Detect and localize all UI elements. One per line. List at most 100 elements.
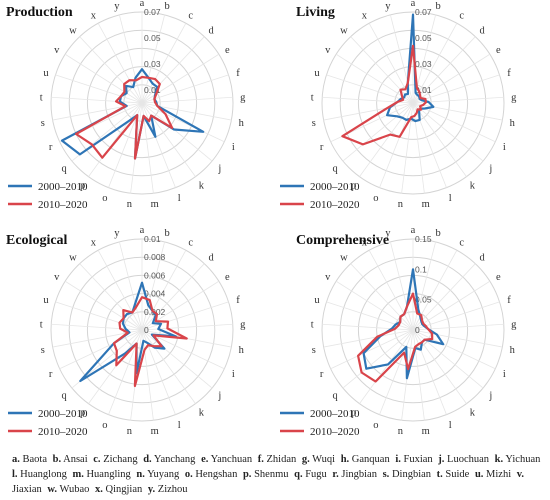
data-point (419, 119, 421, 121)
series-line-2 (74, 75, 174, 160)
data-point (425, 325, 427, 327)
data-point (171, 127, 173, 129)
category-label: c (188, 10, 193, 21)
caption-county: Jiaxian (12, 484, 45, 495)
grid-spoke (412, 329, 496, 370)
category-label: g (240, 320, 246, 331)
data-point (128, 120, 130, 122)
data-point (399, 136, 401, 138)
category-label: p (351, 181, 356, 192)
category-label: u (314, 68, 320, 79)
data-point (154, 136, 156, 138)
caption-county: Jingbian (338, 469, 380, 480)
data-point (412, 45, 414, 47)
data-point (395, 323, 397, 325)
category-label: w (340, 25, 348, 36)
caption-entry: t. Suide (437, 469, 472, 480)
data-point (396, 101, 398, 103)
grid-spoke (141, 23, 187, 104)
grid-spoke (342, 329, 414, 389)
category-label: t (40, 93, 43, 104)
category-label: u (314, 295, 320, 306)
grid-spoke (368, 250, 414, 331)
category-label: x (91, 10, 97, 21)
category-label: f (236, 68, 240, 79)
category-label: f (507, 68, 511, 79)
grid-spoke (97, 250, 143, 331)
data-point (163, 348, 165, 350)
category-label: m (151, 426, 159, 437)
grid-spoke (412, 23, 458, 104)
data-point (155, 320, 157, 322)
category-label: y (385, 228, 391, 239)
data-point (400, 89, 402, 91)
caption-entry: f. Zhidan (258, 454, 299, 465)
data-point (131, 311, 133, 313)
grid-spoke (141, 14, 166, 104)
caption-county: Luochuan (444, 454, 492, 465)
data-point (147, 77, 149, 79)
data-point (341, 135, 343, 137)
category-label: e (225, 45, 230, 56)
data-point (101, 157, 103, 159)
category-label: g (240, 93, 246, 104)
data-point (147, 344, 149, 346)
tick-label: 0.01 (144, 85, 161, 95)
panel-title: Living (296, 5, 335, 20)
grid-spoke (118, 14, 143, 104)
data-point (416, 313, 418, 315)
category-label: m (151, 199, 159, 210)
caption-entry: o. Hengshan (185, 469, 240, 480)
caption-county: Zhidan (263, 454, 299, 465)
grid-spoke (322, 323, 414, 331)
legend-label: 2000–2010 (38, 408, 88, 420)
data-point (436, 334, 438, 336)
caption-entry: e. Yanchuan (201, 454, 255, 465)
category-label: p (351, 408, 356, 419)
tick-label: 0.07 (144, 7, 161, 17)
caption-county: Shenmu (251, 469, 292, 480)
caption-county: Zichang (100, 454, 141, 465)
caption-key: x. (94, 484, 103, 495)
data-point (418, 91, 420, 93)
grid-spoke (412, 102, 496, 143)
data-point (125, 328, 127, 330)
grid-spoke (55, 74, 143, 104)
grid-spoke (412, 241, 437, 331)
category-label: n (127, 426, 133, 437)
data-point (150, 115, 152, 117)
category-label: f (236, 295, 240, 306)
caption-key: j. (438, 454, 445, 465)
category-label: h (239, 345, 245, 356)
data-point (432, 106, 434, 108)
tick-label: 0.01 (144, 234, 161, 244)
category-label: x (91, 237, 97, 248)
data-point (122, 309, 124, 311)
panel-title: Comprehensive (296, 233, 389, 248)
data-point (156, 105, 158, 107)
caption-county: Huanglong (17, 469, 70, 480)
category-label: s (312, 118, 316, 129)
grid-spoke (141, 36, 205, 104)
category-label: e (496, 272, 501, 283)
category-label: p (80, 181, 85, 192)
tick-label: 0.05 (415, 33, 432, 43)
data-point (136, 343, 138, 345)
category-label: t (311, 93, 314, 104)
data-point (420, 97, 422, 99)
legend-label: 2010–2020 (38, 199, 88, 211)
caption-county: Suide (442, 469, 472, 480)
tick-label: 0.03 (144, 59, 161, 69)
caption-entry: u. Mizhi (475, 469, 514, 480)
category-label: w (340, 252, 348, 263)
data-point (424, 98, 426, 100)
category-label: j (217, 163, 221, 174)
data-point (401, 95, 403, 97)
caption-county: Baota (19, 454, 50, 465)
data-point (394, 328, 396, 330)
category-label: u (43, 68, 49, 79)
legend-label: 2000–2010 (310, 408, 360, 420)
data-point (173, 129, 175, 131)
category-label: d (209, 25, 215, 36)
category-label: c (459, 237, 464, 248)
